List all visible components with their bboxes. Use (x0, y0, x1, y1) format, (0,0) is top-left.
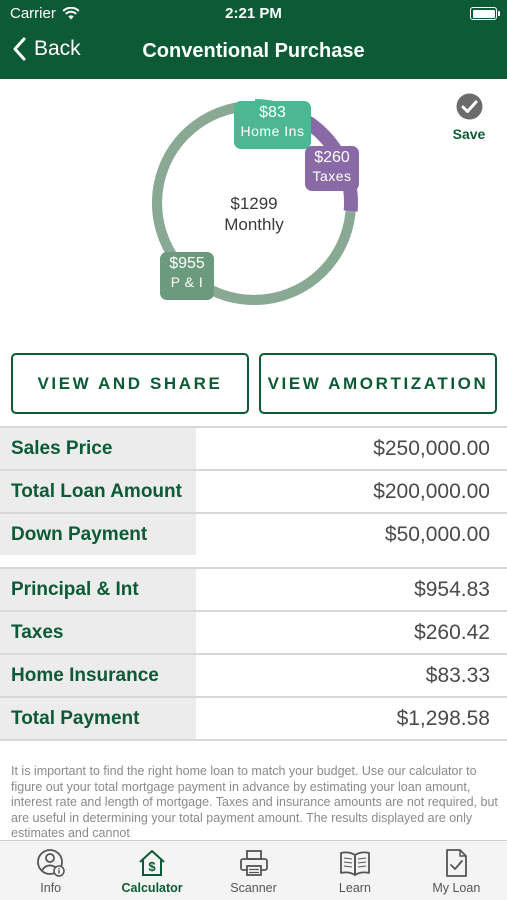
tab-info[interactable]: Info (0, 841, 101, 900)
save-label: Save (452, 126, 486, 142)
home-ins-amount: $83 (259, 104, 286, 121)
row-label: Taxes (0, 612, 196, 653)
row-label: Principal & Int (0, 569, 196, 610)
loan-details-table: Sales Price $250,000.00 Total Loan Amoun… (0, 426, 507, 557)
tab-label: My Loan (432, 881, 481, 895)
taxes-label: Taxes (312, 168, 352, 184)
back-button[interactable]: Back (12, 37, 81, 61)
view-and-share-button[interactable]: VIEW AND SHARE (11, 353, 249, 414)
navigation-bar: Back Conventional Purchase (0, 28, 507, 79)
payment-details-table: Principal & Int $954.83 Taxes $260.42 Ho… (0, 567, 507, 741)
document-check-icon (446, 849, 468, 877)
home-ins-label: Home Ins (240, 123, 305, 139)
table-row: Taxes $260.42 (0, 612, 507, 655)
tab-scanner[interactable]: Scanner (203, 841, 304, 900)
status-time: 2:21 PM (225, 5, 282, 22)
top-bar: Carrier 2:21 PM Back Conventional Purcha… (0, 0, 507, 79)
tab-bar: Info $ Calculator (0, 840, 507, 900)
table-row: Total Loan Amount $200,000.00 (0, 471, 507, 514)
tab-label: Info (40, 881, 62, 895)
carrier-indicator: Carrier (10, 5, 80, 22)
taxes-amount: $260 (314, 149, 350, 166)
table-row: Principal & Int $954.83 (0, 569, 507, 612)
save-button[interactable]: Save (448, 93, 490, 142)
row-value[interactable]: $954.83 (196, 569, 507, 610)
tab-label: Scanner (230, 881, 277, 895)
row-label: Down Payment (0, 514, 196, 555)
row-label: Sales Price (0, 428, 196, 469)
chevron-left-icon (13, 37, 26, 61)
back-label: Back (34, 37, 81, 60)
tab-calculator[interactable]: $ Calculator (101, 841, 202, 900)
row-value[interactable]: $250,000.00 (196, 428, 507, 469)
row-value[interactable]: $260.42 (196, 612, 507, 653)
monthly-total-label: Monthly (224, 215, 284, 234)
tab-my-loan[interactable]: My Loan (406, 841, 507, 900)
row-value[interactable]: $50,000.00 (196, 514, 507, 555)
table-spacer (0, 555, 507, 567)
monthly-total-amount: $1299 (230, 194, 278, 213)
printer-icon (239, 850, 268, 876)
status-bar: Carrier 2:21 PM (0, 0, 507, 28)
wifi-icon (62, 7, 80, 20)
carrier-label: Carrier (10, 5, 56, 22)
row-value[interactable]: $83.33 (196, 655, 507, 696)
row-label: Home Insurance (0, 655, 196, 696)
row-value: $1,298.58 (196, 698, 507, 739)
pi-amount: $955 (169, 255, 205, 272)
table-row: Sales Price $250,000.00 (0, 428, 507, 471)
calculator-house-icon: $ (139, 850, 165, 876)
taxes-bubble: $260 Taxes (305, 146, 359, 191)
table-row: Home Insurance $83.33 (0, 655, 507, 698)
tab-label: Learn (338, 881, 371, 895)
table-row: Total Payment $1,298.58 (0, 698, 507, 741)
battery-icon (470, 7, 500, 20)
pi-bubble: $955 P & I (160, 252, 214, 300)
info-person-icon (36, 849, 65, 877)
table-row: Down Payment $50,000.00 (0, 514, 507, 557)
home-ins-bubble: $83 Home Ins (234, 101, 311, 149)
book-icon (340, 851, 370, 876)
view-amortization-button[interactable]: VIEW AMORTIZATION (259, 353, 497, 414)
checkmark-circle-icon (456, 93, 482, 120)
svg-text:$: $ (148, 859, 156, 874)
disclaimer-text: It is important to find the right home l… (11, 764, 498, 840)
pi-label: P & I (170, 274, 204, 290)
tab-learn[interactable]: Learn (304, 841, 405, 900)
row-value[interactable]: $200,000.00 (196, 471, 507, 512)
row-label: Total Loan Amount (0, 471, 196, 512)
tab-label: Calculator (121, 881, 183, 895)
row-label: Total Payment (0, 698, 196, 739)
payment-chart-area: $1299 Monthly $83 Home Ins $260 Taxes $9… (0, 79, 507, 341)
